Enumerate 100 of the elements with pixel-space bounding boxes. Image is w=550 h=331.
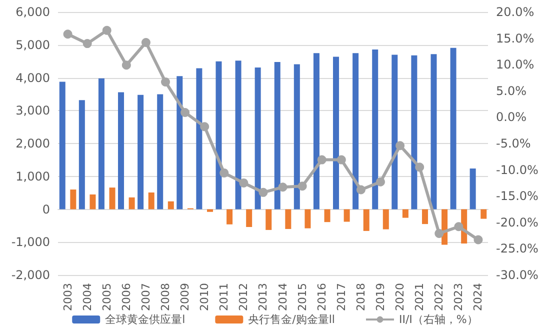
- legend-label: 央行售金/购金量ll: [248, 313, 335, 326]
- x-tick-label: 2011: [218, 283, 231, 311]
- bar: [90, 194, 96, 210]
- point: [141, 38, 150, 48]
- bar: [206, 209, 213, 212]
- point: [376, 177, 385, 186]
- bar: [294, 64, 300, 210]
- point: [434, 228, 444, 238]
- bar: [216, 61, 222, 210]
- x-tick-label: 2005: [100, 283, 114, 311]
- bar: [450, 48, 456, 210]
- bar: [168, 201, 174, 210]
- bar: [109, 188, 116, 210]
- y2-tick-label: -25.0%: [496, 242, 538, 256]
- y-tick-label: 3,000: [16, 104, 50, 118]
- legend-label: II/I（右轴，%）: [398, 313, 478, 326]
- bar: [344, 209, 350, 222]
- bar: [70, 190, 76, 210]
- bar: [157, 94, 164, 210]
- point: [239, 178, 248, 188]
- x-tick-label: 2007: [139, 283, 152, 311]
- bar: [59, 82, 66, 210]
- bar: [382, 209, 389, 230]
- y-tick-label: -1,000: [11, 235, 50, 250]
- bar: [470, 168, 476, 210]
- bar: [148, 192, 154, 210]
- point: [298, 182, 307, 191]
- y2-tick-label: -30.0%: [496, 268, 538, 282]
- y2-tick-label: -15.0%: [496, 189, 538, 204]
- point: [82, 39, 92, 48]
- point: [317, 155, 326, 164]
- x-tick-label: 2008: [159, 283, 172, 311]
- bar: [274, 62, 280, 210]
- x-tick-label: 2010: [198, 283, 212, 311]
- point: [278, 182, 288, 192]
- y2-tick-label: 20.0%: [496, 5, 534, 19]
- bar: [246, 209, 252, 228]
- y2-tick-label: -10.0%: [496, 162, 538, 177]
- bar: [196, 68, 202, 210]
- point: [180, 108, 190, 117]
- point: [415, 162, 424, 172]
- y-tick-label: 1,000: [16, 169, 50, 184]
- bar: [304, 209, 311, 228]
- y-tick-label: 6,000: [16, 5, 50, 19]
- bar: [363, 209, 370, 231]
- bar: [266, 209, 272, 230]
- bar: [422, 209, 428, 224]
- x-tick-label: 2012: [237, 283, 250, 311]
- bar: [333, 56, 340, 210]
- y2-tick-label: 0.0%: [496, 110, 526, 124]
- point: [336, 155, 346, 164]
- bar: [430, 54, 437, 210]
- y-tick-label: 0: [42, 202, 50, 216]
- y-tick-label: 2,000: [16, 136, 50, 150]
- x-tick-label: 2016: [315, 283, 328, 311]
- x-tick-label: 2022: [432, 283, 446, 311]
- bar: [285, 209, 292, 229]
- y-tick-label: -2,000: [11, 268, 50, 282]
- bar: [402, 209, 408, 218]
- bar: [138, 94, 144, 210]
- point: [220, 168, 229, 178]
- y2-tick-label: 15.0%: [496, 31, 534, 46]
- bar: [352, 53, 359, 210]
- x-tick-label: 2018: [354, 283, 368, 311]
- bar: [324, 209, 330, 222]
- point: [161, 77, 170, 86]
- point: [258, 188, 268, 197]
- x-tick-label: 2020: [394, 283, 407, 311]
- y2-tick-label: 5.0%: [496, 84, 526, 98]
- bar: [480, 209, 487, 219]
- point: [200, 122, 210, 132]
- point: [396, 141, 405, 150]
- legend-label: 全球黄金供应量l: [105, 313, 186, 326]
- bar: [411, 55, 418, 210]
- bar: [372, 49, 378, 210]
- bar: [313, 53, 320, 210]
- x-tick-label: 2013: [256, 283, 270, 311]
- x-tick-label: 2009: [178, 283, 192, 311]
- x-tick-label: 2023: [452, 283, 466, 311]
- point: [122, 60, 131, 70]
- y-tick-label: 5,000: [16, 38, 50, 52]
- bar: [98, 78, 104, 210]
- point: [454, 222, 464, 232]
- bar: [235, 60, 242, 210]
- x-tick-label: 2003: [61, 283, 74, 311]
- bar: [78, 100, 85, 210]
- y2-tick-label: 10.0%: [496, 58, 534, 72]
- y-tick-label: 4,000: [16, 70, 50, 85]
- x-tick-label: 2017: [334, 283, 348, 311]
- bar: [118, 92, 124, 210]
- x-tick-label: 2015: [296, 283, 309, 311]
- point: [63, 30, 72, 39]
- bar: [392, 54, 398, 210]
- bar: [176, 76, 183, 210]
- x-tick-label: 2019: [374, 283, 387, 311]
- y2-tick-label: -5.0%: [496, 136, 531, 150]
- x-tick-label: 2004: [80, 283, 94, 311]
- point: [102, 26, 112, 35]
- bar: [254, 68, 261, 210]
- x-tick-label: 2014: [276, 283, 290, 311]
